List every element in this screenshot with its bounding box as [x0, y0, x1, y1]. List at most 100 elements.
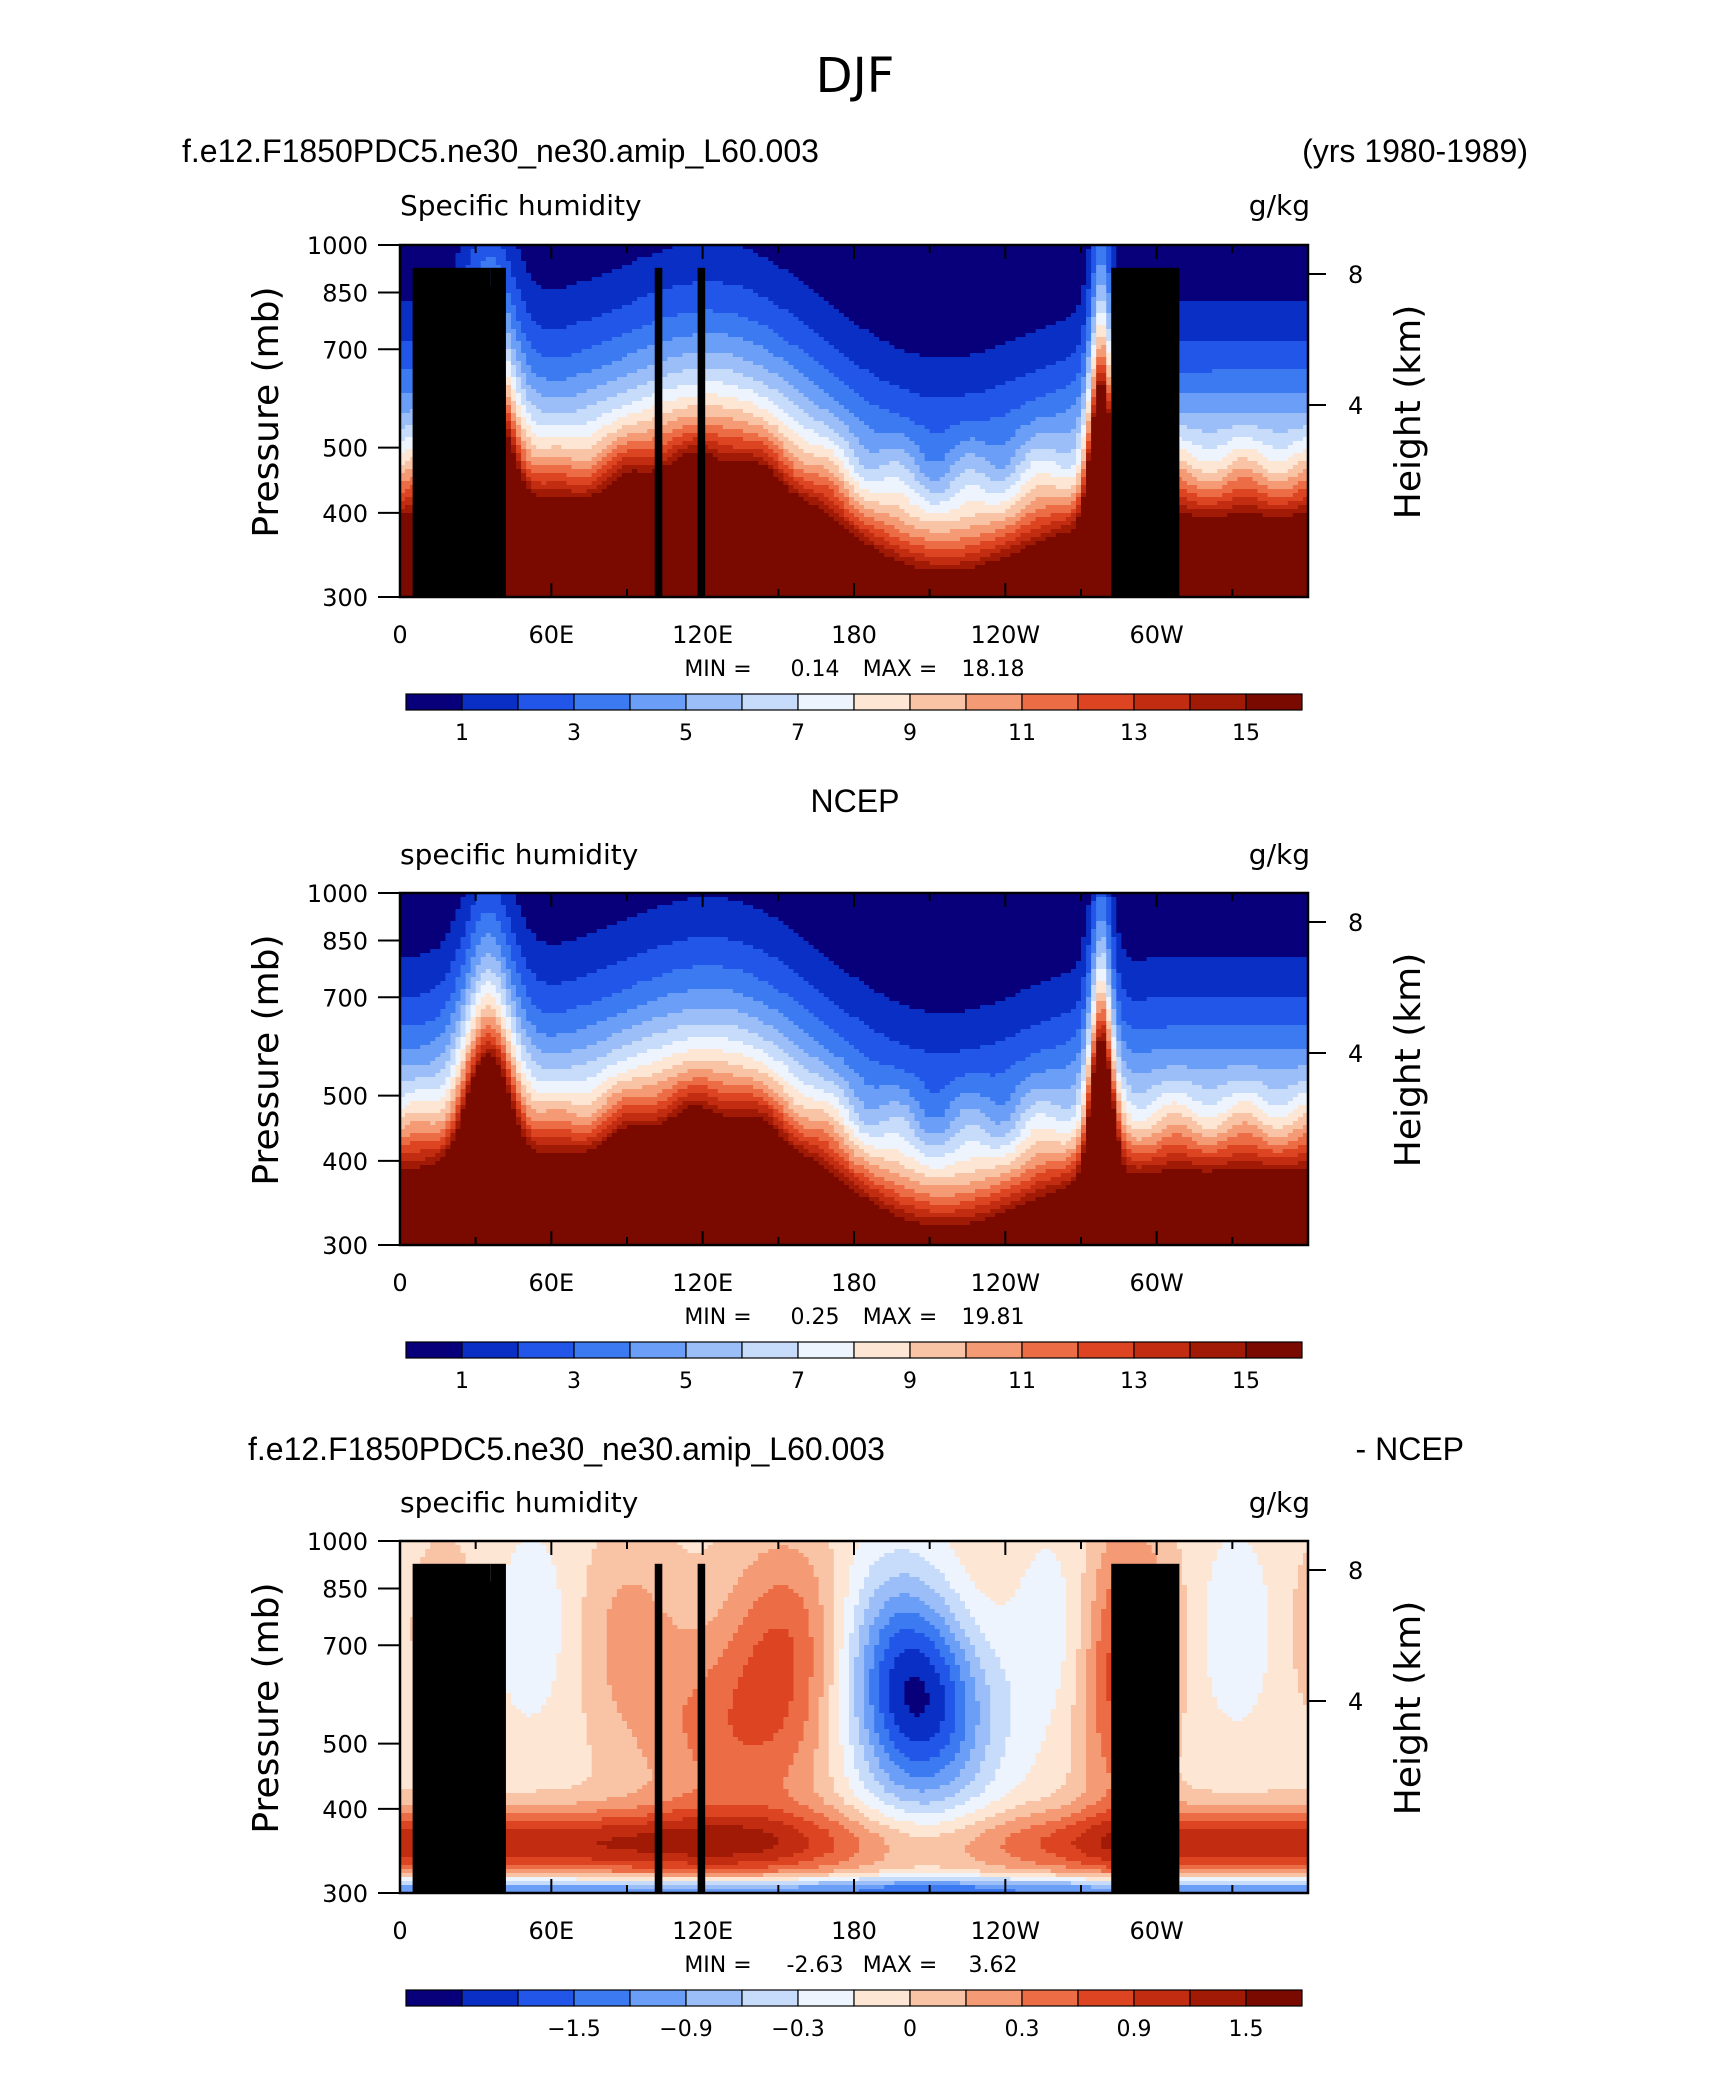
- contour-cell: [1015, 1137, 1027, 1142]
- contour-cell: [566, 1109, 598, 1114]
- colorbar-label: 3: [567, 1369, 581, 1394]
- contour-cell: [869, 1177, 885, 1182]
- contour-cell: [516, 985, 527, 990]
- contour-cell: [1010, 485, 1022, 490]
- contour-cell: [652, 1017, 759, 1022]
- contour-cell: [1171, 1133, 1183, 1138]
- contour-cell: [843, 461, 850, 466]
- contour-cell: [899, 1593, 911, 1598]
- contour-cell: [692, 1077, 709, 1082]
- contour-cell: [1091, 337, 1097, 342]
- contour-cell: [526, 989, 623, 994]
- contour-cell: [899, 545, 926, 550]
- contour-cell: [1091, 385, 1097, 390]
- contour-cell: [516, 893, 1092, 898]
- contour-cell: [516, 1113, 522, 1118]
- contour-cell: [495, 1045, 502, 1050]
- contour-cell: [1005, 381, 1072, 386]
- contour-cell: [1055, 485, 1072, 490]
- contour-cell: [879, 1165, 906, 1170]
- contour-cell: [818, 385, 850, 390]
- contour-cell: [526, 417, 532, 422]
- contour-cell: [591, 1129, 603, 1134]
- contour-cell: [526, 1065, 542, 1070]
- contour-cell: [531, 273, 603, 278]
- contour-cell: [980, 485, 1011, 490]
- contour-cell: [400, 1105, 406, 1110]
- contour-cell: [1116, 993, 1127, 998]
- contour-cell: [1096, 261, 1107, 266]
- contour-cell: [990, 1097, 1011, 1102]
- contour-cell: [859, 485, 911, 490]
- contour-cell: [778, 333, 820, 338]
- contour-cell: [1086, 1021, 1092, 1026]
- contour-cell: [400, 1181, 845, 1186]
- contour-cell: [864, 421, 916, 426]
- contour-cell: [833, 1565, 850, 1570]
- contour-cell: [1086, 1065, 1092, 1070]
- contour-cell: [687, 1085, 709, 1090]
- contour-cell: [1161, 1105, 1188, 1110]
- contour-cell: [516, 385, 522, 390]
- contour-cell: [904, 1153, 926, 1158]
- contour-cell: [1302, 497, 1308, 502]
- contour-cell: [1096, 1049, 1107, 1054]
- contour-cell: [1267, 1585, 1299, 1590]
- contour-cell: [1086, 1049, 1092, 1054]
- contour-cell: [889, 513, 911, 518]
- contour-cell: [1106, 969, 1112, 974]
- contour-cell: [1015, 1145, 1032, 1150]
- contour-cell: [874, 1181, 895, 1186]
- colorbar-box: [741, 1341, 799, 1359]
- contour-cell: [1106, 345, 1112, 350]
- contour-cell: [682, 369, 734, 374]
- contour-cell: [1096, 1013, 1107, 1018]
- contour-cell: [964, 393, 1047, 398]
- contour-cell: [743, 373, 779, 378]
- contour-cell: [778, 461, 784, 466]
- contour-cell: [753, 453, 769, 458]
- contour-cell: [833, 1105, 845, 1110]
- contour-cell: [400, 961, 452, 966]
- contour-cell: [1055, 1117, 1072, 1122]
- contour-cell: [516, 1053, 522, 1058]
- contour-cell: [601, 481, 613, 486]
- contour-cell: [591, 1121, 603, 1126]
- contour-cell: [1081, 989, 1087, 994]
- contour-cell: [1302, 1561, 1308, 1566]
- contour-cell: [904, 349, 986, 354]
- contour-cell: [1081, 421, 1087, 426]
- contour-cell: [874, 1201, 885, 1206]
- contour-cell: [526, 1085, 532, 1090]
- contour-cell: [1096, 1585, 1112, 1590]
- contour-cell: [1081, 1061, 1087, 1066]
- contour-cell: [1151, 1549, 1183, 1554]
- contour-cell: [1075, 1157, 1082, 1162]
- contour-cell: [510, 945, 522, 950]
- colorbar-box: [853, 693, 911, 711]
- contour-cell: [758, 405, 779, 410]
- contour-cell: [1106, 937, 1112, 942]
- contour-cell: [445, 1049, 452, 1054]
- contour-cell: [662, 249, 754, 254]
- contour-cell: [1161, 1081, 1193, 1086]
- contour-cell: [596, 1021, 643, 1026]
- contour-cell: [521, 441, 527, 446]
- contour-cell: [1106, 269, 1112, 274]
- contour-cell: [894, 1549, 911, 1554]
- contour-cell: [541, 409, 578, 414]
- contour-cell: [854, 1181, 865, 1186]
- contour-cell: [1287, 1133, 1304, 1138]
- contour-cell: [864, 541, 875, 546]
- contour-cell: [536, 281, 578, 286]
- contour-cell: [1086, 1113, 1092, 1118]
- contour-cell: [1287, 1101, 1308, 1106]
- contour-cell: [1060, 1181, 1072, 1186]
- contour-cell: [596, 477, 608, 482]
- contour-cell: [425, 1157, 441, 1162]
- contour-cell: [1121, 281, 1308, 286]
- contour-cell: [859, 1049, 926, 1054]
- contour-cell: [1091, 1097, 1112, 1102]
- contour-cell: [1181, 1565, 1213, 1570]
- contour-cell: [1302, 1557, 1308, 1562]
